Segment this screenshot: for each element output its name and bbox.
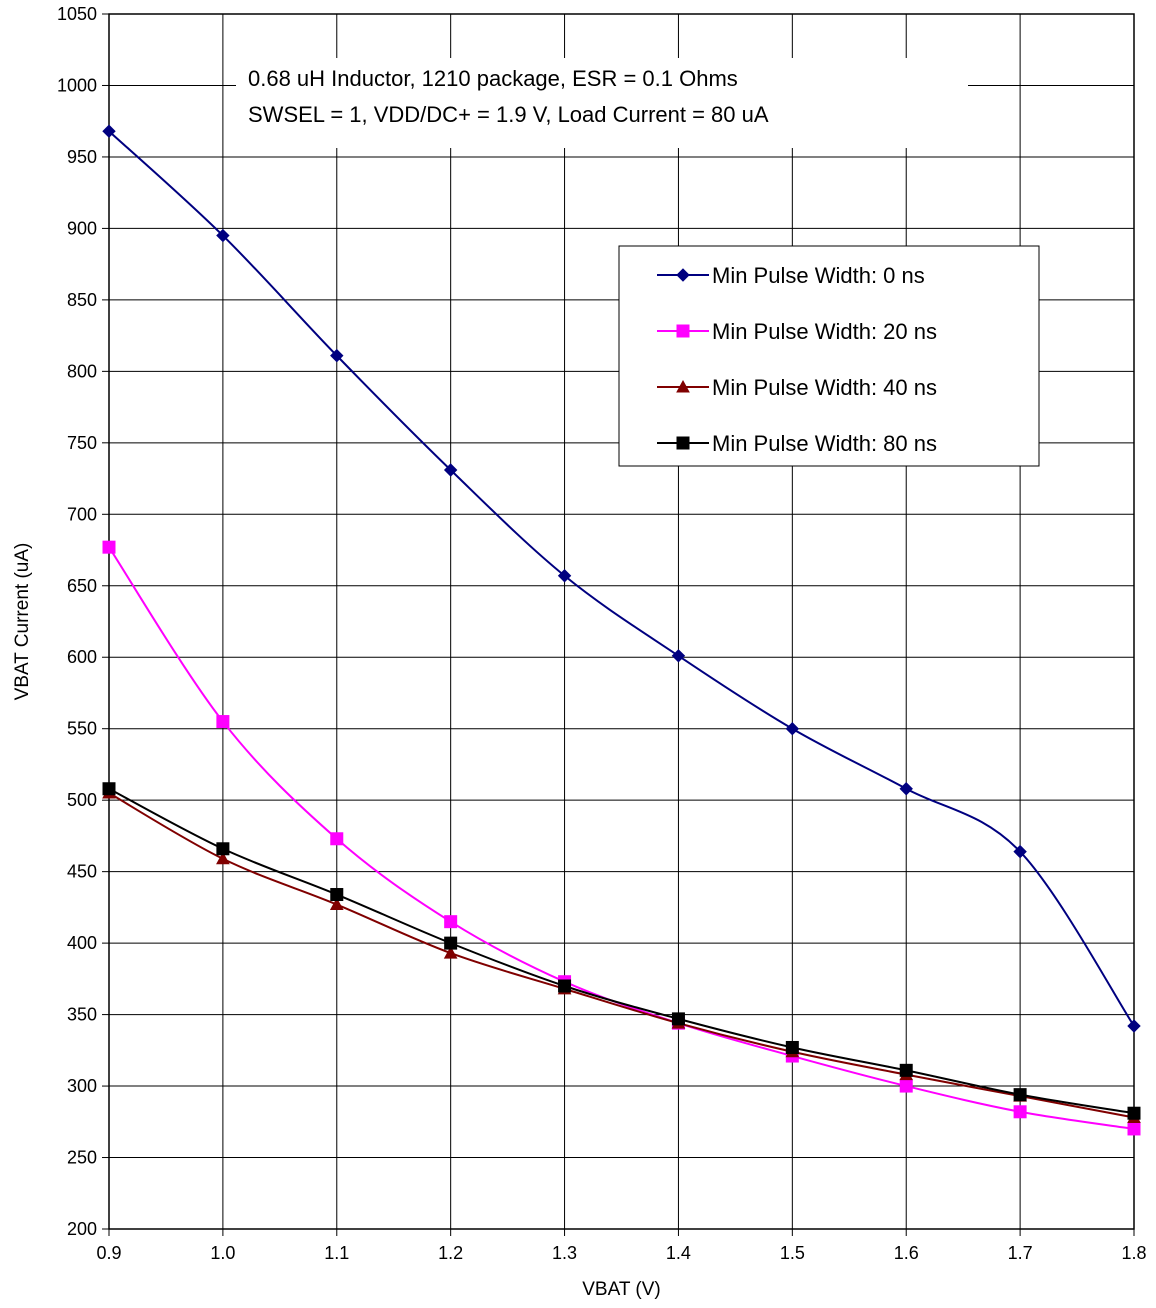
legend-marker	[676, 324, 690, 338]
x-axis-ticks: 0.9 1.0 1.1 1.2 1.3 1.4 1.5 1.6 1.7 1.8	[96, 1229, 1147, 1263]
y-axis-ticks: 200 250 300 350 400 450 500 550 600 650 700 750 800 8…	[57, 4, 109, 1239]
data-point	[558, 979, 572, 993]
series-line	[108, 787, 1135, 1115]
data-point	[671, 1012, 685, 1026]
x-tick-label: 1.0	[210, 1243, 235, 1263]
y-tick-label: 950	[67, 147, 97, 167]
data-point	[329, 897, 344, 911]
y-tick-label: 400	[67, 933, 97, 953]
data-point	[899, 782, 913, 796]
data-point	[785, 1040, 799, 1054]
y-tick-label: 600	[67, 647, 97, 667]
data-point	[1127, 1106, 1141, 1120]
data-point	[671, 649, 686, 663]
y-tick-label: 750	[67, 433, 97, 453]
data-point	[443, 946, 458, 959]
x-tick-label: 1.8	[1121, 1243, 1146, 1263]
series-0	[102, 124, 1141, 1033]
legend-marker	[676, 268, 690, 282]
legend-marker	[676, 379, 690, 393]
legend-label: Min Pulse Width: 40 ns	[712, 375, 937, 400]
x-tick-label: 1.6	[894, 1243, 919, 1263]
y-tick-label: 450	[67, 862, 97, 882]
legend-label: Min Pulse Width: 20 ns	[712, 319, 937, 344]
data-point	[102, 540, 116, 554]
y-tick-label: 1050	[57, 4, 97, 24]
legend-entry: Min Pulse Width: 20 ns	[657, 319, 937, 344]
series-3	[102, 782, 1141, 1120]
series-line	[108, 130, 1135, 1027]
y-tick-label: 250	[67, 1148, 97, 1168]
y-tick-label: 300	[67, 1076, 97, 1096]
data-point	[330, 348, 344, 363]
series-2	[102, 785, 1141, 1124]
series-1	[102, 540, 1141, 1136]
y-tick-label: 1000	[57, 75, 97, 95]
legend-label: Min Pulse Width: 80 ns	[712, 431, 937, 456]
x-tick-label: 1.1	[324, 1243, 349, 1263]
data-point	[899, 1063, 913, 1077]
series-line	[108, 546, 1135, 1130]
data-point	[785, 721, 800, 736]
x-tick-label: 0.9	[96, 1243, 121, 1263]
y-axis-label: VBAT Current (uA)	[12, 543, 33, 701]
x-tick-label: 1.3	[552, 1243, 577, 1263]
y-tick-label: 200	[67, 1219, 97, 1239]
data-point	[899, 1079, 913, 1093]
annotation: 0.68 uH Inductor, 1210 package, ESR = 0.…	[236, 58, 968, 148]
grid	[108, 13, 1135, 1230]
data-point	[1013, 1105, 1027, 1119]
x-axis-label: VBAT (V)	[582, 1279, 660, 1300]
y-tick-label: 850	[67, 290, 97, 310]
data-point	[443, 463, 458, 477]
y-tick-label: 650	[67, 576, 97, 596]
data-point	[444, 936, 458, 950]
legend: Min Pulse Width: 0 ns Min Pulse Width: 20…	[618, 245, 1040, 467]
y-tick-label: 800	[67, 361, 97, 381]
annotation-line-2: SWSEL = 1, VDD/DC+ = 1.9 V, Load Current…	[248, 102, 769, 127]
y-tick-label: 700	[67, 504, 97, 524]
legend-entry: Min Pulse Width: 80 ns	[657, 431, 937, 456]
series-line	[108, 792, 1135, 1119]
data-point	[216, 842, 230, 856]
data-point	[1013, 1088, 1027, 1102]
annotation-line-1: 0.68 uH Inductor, 1210 package, ESR = 0.…	[248, 66, 738, 91]
plot-area	[108, 13, 1135, 1230]
data-point	[1127, 1122, 1141, 1136]
data-point	[216, 715, 230, 729]
data-point	[330, 832, 344, 846]
x-tick-label: 1.2	[438, 1243, 463, 1263]
legend-marker	[676, 436, 690, 450]
data-point	[216, 228, 230, 243]
y-tick-label: 350	[67, 1005, 97, 1025]
data-point	[102, 124, 116, 138]
data-point	[1127, 1019, 1141, 1033]
x-tick-label: 1.5	[780, 1243, 805, 1263]
y-tick-label: 500	[67, 790, 97, 810]
legend-entry: Min Pulse Width: 40 ns	[657, 375, 937, 400]
series-layer	[102, 124, 1141, 1136]
y-tick-label: 900	[67, 218, 97, 238]
data-point	[444, 915, 458, 929]
legend-label: Min Pulse Width: 0 ns	[712, 263, 925, 288]
x-tick-label: 1.7	[1008, 1243, 1033, 1263]
y-tick-label: 550	[67, 719, 97, 739]
data-point	[557, 569, 572, 583]
data-point	[216, 851, 230, 865]
data-point	[102, 782, 116, 796]
x-tick-label: 1.4	[666, 1243, 691, 1263]
data-point	[330, 888, 344, 902]
legend-entry: Min Pulse Width: 0 ns	[657, 263, 925, 288]
data-point	[1013, 844, 1027, 859]
